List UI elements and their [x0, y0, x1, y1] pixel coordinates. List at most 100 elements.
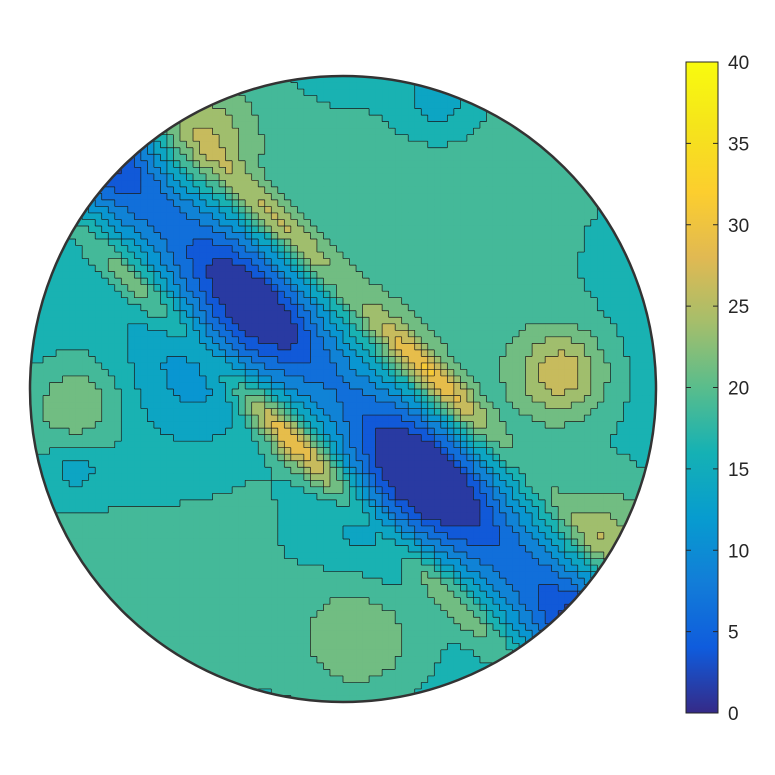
contour-cell — [212, 265, 220, 273]
contour-cell — [362, 167, 370, 175]
contour-cell — [564, 460, 572, 468]
contour-cell — [558, 206, 566, 214]
contour-cell — [264, 408, 272, 416]
contour-cell — [95, 245, 103, 253]
contour-cell — [277, 291, 285, 299]
contour-cell — [173, 284, 181, 292]
contour-cell — [264, 434, 272, 442]
contour-cell — [427, 434, 435, 442]
contour-cell — [238, 389, 246, 397]
contour-cell — [421, 467, 429, 475]
contour-cell — [258, 108, 266, 116]
contour-cell — [453, 128, 461, 136]
contour-cell — [492, 349, 501, 357]
contour-cell — [408, 408, 416, 416]
contour-cell — [590, 434, 598, 442]
contour-cell — [147, 389, 155, 397]
contour-cell — [453, 271, 461, 279]
contour-cell — [225, 154, 233, 162]
contour-cell — [323, 141, 331, 149]
contour-cell — [186, 317, 194, 325]
contour-cell — [558, 362, 566, 371]
contour-cell — [88, 310, 96, 318]
contour-cell — [564, 193, 572, 201]
contour-cell — [290, 421, 298, 429]
contour-cell — [427, 225, 435, 234]
contour-cell — [362, 193, 370, 201]
contour-cell — [395, 408, 403, 416]
contour-cell — [499, 343, 507, 351]
contour-cell — [225, 219, 233, 227]
contour-cell — [362, 141, 370, 149]
contour-cell — [623, 356, 631, 364]
contour-cell — [375, 297, 383, 305]
contour-cell — [414, 402, 422, 410]
contour-cell — [173, 134, 181, 142]
contour-cell — [440, 441, 448, 449]
contour-cell — [277, 343, 285, 351]
contour-cell — [277, 467, 285, 475]
contour-cell — [603, 336, 611, 344]
contour-cell — [356, 467, 364, 475]
contour-cell — [362, 102, 370, 110]
contour-cell — [238, 199, 246, 208]
contour-cell — [88, 278, 96, 286]
contour-cell — [329, 389, 338, 397]
contour-cell — [303, 154, 311, 162]
contour-cell — [101, 375, 109, 384]
contour-cell — [414, 186, 422, 194]
contour-cell — [492, 154, 501, 162]
contour-cell — [571, 284, 579, 292]
contour-cell — [427, 460, 435, 468]
contour-cell — [447, 336, 455, 344]
contour-cell — [603, 389, 611, 397]
contour-cell — [199, 317, 207, 325]
contour-cell — [571, 245, 579, 253]
contour-cell — [206, 467, 214, 475]
contour-cell — [558, 317, 566, 325]
contour-cell — [343, 278, 351, 286]
contour-cell — [303, 173, 311, 181]
contour-cell — [623, 258, 631, 266]
contour-cell — [440, 115, 448, 123]
contour-cell — [303, 219, 311, 227]
contour-cell — [316, 76, 325, 84]
contour-cell — [56, 336, 64, 344]
contour-cell — [343, 428, 351, 436]
contour-cell — [421, 297, 429, 305]
contour-cell — [577, 375, 585, 384]
contour-cell — [492, 460, 501, 468]
contour-cell — [349, 441, 357, 449]
contour-cell — [121, 232, 129, 240]
contour-cell — [486, 304, 494, 312]
contour-cell — [212, 108, 220, 116]
contour-cell — [225, 343, 233, 351]
contour-cell — [388, 82, 396, 90]
contour-cell — [388, 278, 396, 286]
contour-cell — [506, 271, 514, 279]
contour-cell — [329, 108, 338, 116]
contour-cell — [388, 160, 396, 168]
contour-cell — [264, 102, 272, 110]
contour-cell — [584, 421, 592, 429]
contour-cell — [538, 434, 546, 442]
contour-cell — [421, 395, 429, 403]
contour-cell — [329, 349, 338, 357]
contour-cell — [479, 278, 488, 286]
contour-cell — [571, 402, 579, 410]
contour-cell — [460, 115, 468, 123]
contour-cell — [453, 193, 461, 201]
contour-cell — [590, 382, 598, 390]
contour-cell — [623, 434, 631, 442]
contour-cell — [453, 447, 461, 455]
contour-cell — [388, 317, 396, 325]
contour-cell — [336, 141, 344, 149]
contour-cell — [473, 199, 481, 208]
contour-cell — [545, 284, 553, 292]
contour-cell — [290, 402, 298, 410]
contour-cell — [232, 95, 240, 103]
contour-cell — [499, 245, 507, 253]
contour-cell — [512, 467, 520, 475]
contour-cell — [447, 128, 455, 136]
contour-cell — [623, 310, 631, 318]
